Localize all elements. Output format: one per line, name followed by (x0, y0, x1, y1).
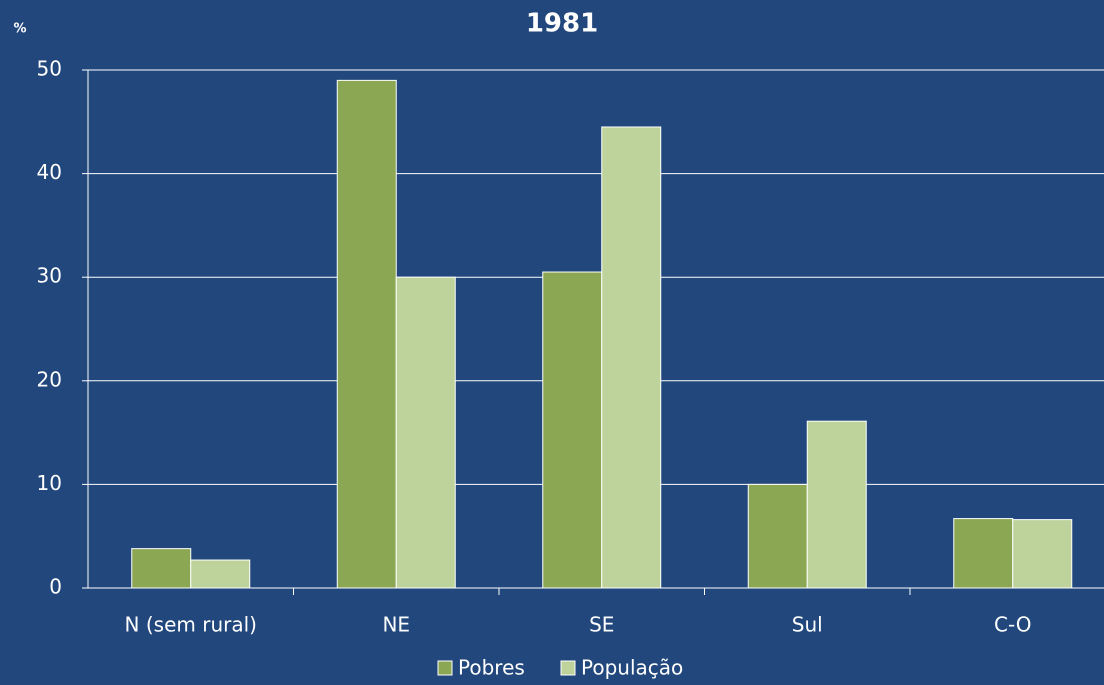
y-tick-label: 50 (37, 57, 62, 81)
y-axis-label: % (13, 22, 26, 37)
legend-swatch (437, 660, 453, 676)
y-tick-label: 0 (49, 575, 62, 599)
y-tick-label: 40 (37, 160, 62, 184)
y-tick-label: 30 (37, 264, 62, 288)
chart-title: 1981 (526, 9, 598, 39)
y-tick-label: 20 (37, 367, 62, 391)
x-tick-label: SE (589, 613, 614, 637)
legend-label: População (581, 656, 683, 680)
bar (542, 271, 603, 589)
x-tick-label: C-O (994, 613, 1031, 637)
x-tick-label: Sul (792, 613, 823, 637)
x-tick-label: N (sem rural) (125, 613, 257, 637)
bar (336, 79, 397, 589)
bar (806, 420, 867, 589)
bar (747, 483, 808, 589)
y-tick-label: 10 (37, 471, 62, 495)
bar (395, 276, 456, 589)
bar (1012, 519, 1073, 589)
bar (601, 126, 662, 589)
x-tick-label: NE (382, 613, 410, 637)
bar (190, 559, 251, 589)
bar (131, 548, 192, 589)
bar (953, 518, 1014, 589)
legend-swatch (560, 660, 576, 676)
legend-label: Pobres (458, 656, 525, 680)
